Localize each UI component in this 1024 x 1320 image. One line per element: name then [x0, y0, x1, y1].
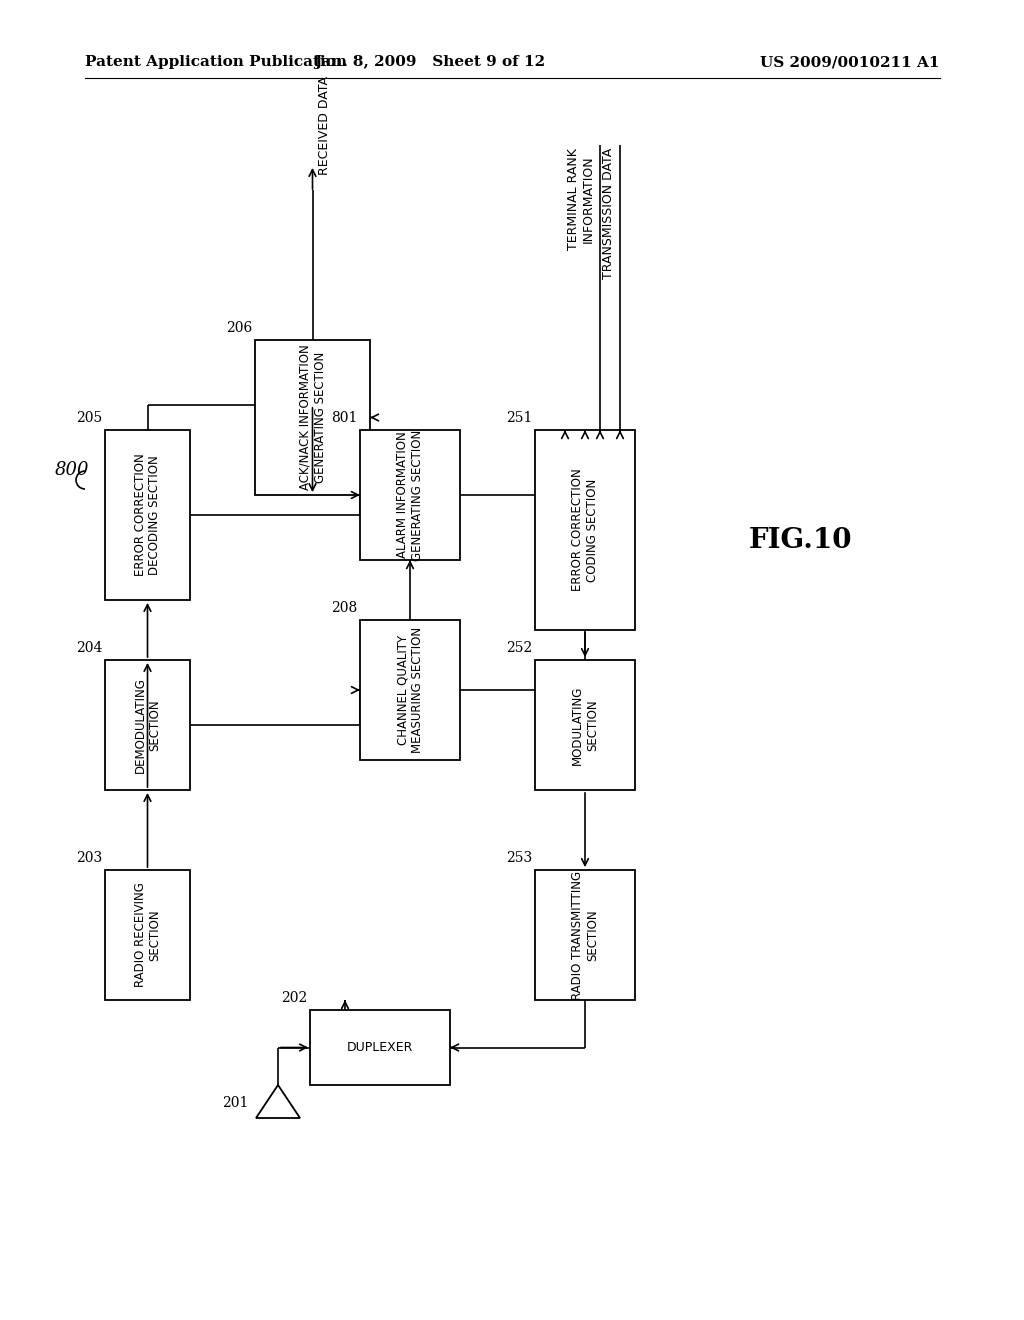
Text: ERROR CORRECTION
DECODING SECTION: ERROR CORRECTION DECODING SECTION: [133, 454, 162, 577]
Text: Patent Application Publication: Patent Application Publication: [85, 55, 347, 69]
Bar: [105, 870, 190, 1001]
Bar: [105, 660, 190, 789]
Text: 203: 203: [76, 851, 102, 865]
Bar: [105, 430, 190, 601]
Text: MODULATING
SECTION: MODULATING SECTION: [571, 685, 599, 764]
Text: US 2009/0010211 A1: US 2009/0010211 A1: [761, 55, 940, 69]
Text: DUPLEXER: DUPLEXER: [347, 1041, 414, 1053]
Text: DEMODULATING
SECTION: DEMODULATING SECTION: [133, 677, 162, 774]
Text: ERROR CORRECTION
CODING SECTION: ERROR CORRECTION CODING SECTION: [571, 469, 599, 591]
Text: ALARM INFORMATION
GENERATING SECTION: ALARM INFORMATION GENERATING SECTION: [396, 429, 424, 561]
Text: 253: 253: [506, 851, 532, 865]
Text: 251: 251: [506, 411, 532, 425]
Bar: [535, 870, 635, 1001]
Text: ACK/NACK INFORMATION
GENERATING SECTION: ACK/NACK INFORMATION GENERATING SECTION: [299, 345, 327, 490]
Text: RECEIVED DATA: RECEIVED DATA: [318, 77, 331, 176]
Text: CHANNEL QUALITY
MEASURING SECTION: CHANNEL QUALITY MEASURING SECTION: [396, 627, 424, 754]
Text: 204: 204: [76, 642, 102, 655]
Text: FIG.10: FIG.10: [749, 527, 852, 553]
Text: TRANSMISSION DATA: TRANSMISSION DATA: [602, 148, 615, 280]
Text: Jan. 8, 2009   Sheet 9 of 12: Jan. 8, 2009 Sheet 9 of 12: [314, 55, 546, 69]
Text: 801: 801: [331, 411, 357, 425]
Text: 252: 252: [506, 642, 532, 655]
Text: TERMINAL RANK
INFORMATION: TERMINAL RANK INFORMATION: [567, 148, 595, 249]
Bar: [310, 1010, 450, 1085]
Text: 201: 201: [221, 1096, 248, 1110]
Text: 208: 208: [331, 601, 357, 615]
Text: 800: 800: [54, 461, 89, 479]
Text: RADIO RECEIVING
SECTION: RADIO RECEIVING SECTION: [133, 883, 162, 987]
Bar: [255, 341, 370, 495]
Bar: [535, 430, 635, 630]
Text: 206: 206: [225, 321, 252, 335]
Text: 205: 205: [76, 411, 102, 425]
Bar: [360, 430, 460, 560]
Text: 202: 202: [281, 991, 307, 1005]
Text: RADIO TRANSMITTING
SECTION: RADIO TRANSMITTING SECTION: [571, 870, 599, 999]
Bar: [535, 660, 635, 789]
Bar: [360, 620, 460, 760]
